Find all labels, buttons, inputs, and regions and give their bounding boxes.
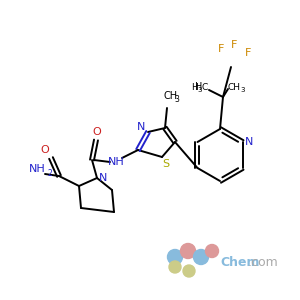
Circle shape (169, 261, 181, 273)
Text: C: C (201, 82, 207, 91)
Text: .com: .com (248, 256, 279, 268)
Text: N: N (137, 122, 145, 132)
Text: H: H (191, 82, 198, 91)
Text: N: N (245, 137, 254, 147)
Text: Chem: Chem (220, 256, 260, 268)
Text: H: H (195, 82, 203, 92)
Circle shape (194, 250, 208, 265)
Text: CH: CH (163, 91, 177, 101)
Text: S: S (162, 159, 169, 169)
Circle shape (181, 244, 196, 259)
Text: O: O (40, 145, 50, 155)
Circle shape (206, 244, 218, 257)
Text: N: N (99, 173, 107, 183)
Text: CH: CH (228, 82, 241, 91)
Text: NH: NH (28, 164, 45, 174)
Text: O: O (93, 127, 101, 137)
Text: F: F (218, 44, 224, 54)
Text: 2: 2 (47, 169, 52, 178)
Text: NH: NH (108, 157, 124, 167)
Text: F: F (245, 48, 251, 58)
Text: 3: 3 (197, 87, 202, 93)
Text: 3: 3 (240, 87, 244, 93)
Circle shape (183, 265, 195, 277)
Text: F: F (231, 40, 237, 50)
Circle shape (167, 250, 182, 265)
Text: 3: 3 (174, 94, 179, 103)
